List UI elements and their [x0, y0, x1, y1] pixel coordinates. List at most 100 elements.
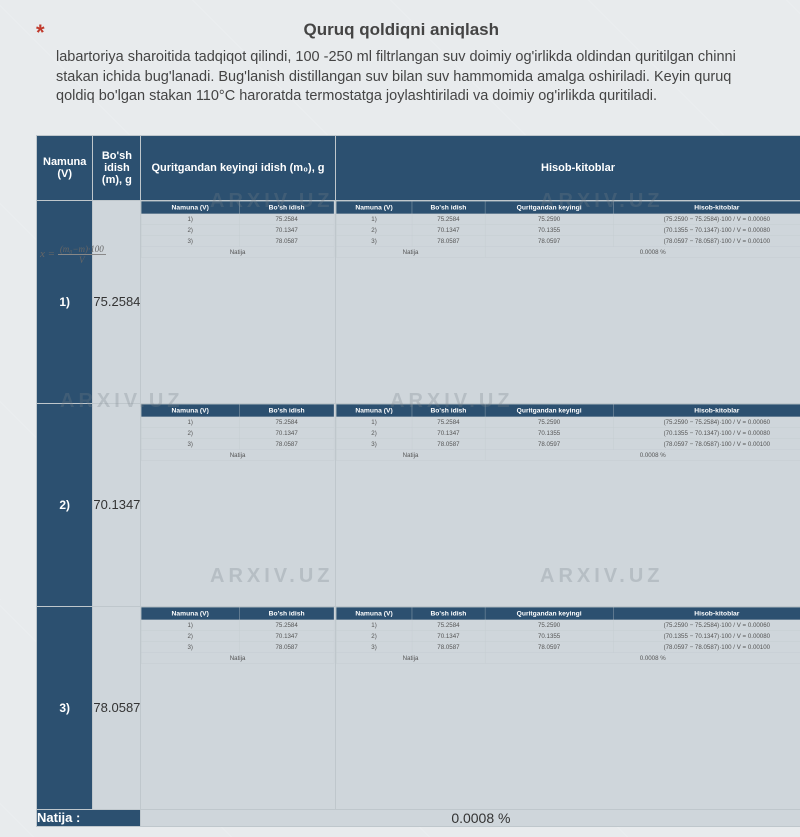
- mini-td: 78.0587: [412, 641, 485, 652]
- mini-th: Bo'sh idish: [240, 201, 335, 214]
- mini-td: Natija: [142, 246, 335, 257]
- formula: x = (m₀−m)·100 V: [40, 244, 106, 265]
- mini-th: Bo'sh idish: [412, 201, 485, 214]
- mini-th: Namuna (V): [336, 404, 412, 417]
- mini-td: Natija: [336, 449, 485, 460]
- table-row: 2) 70.1347 Namuna (V)Bo'sh idish 1)75.25…: [37, 403, 800, 606]
- result-label: Natija :: [37, 809, 141, 826]
- mini-td: 3): [142, 641, 240, 652]
- body-paragraph: labartoriya sharoitida tadqiqot qilindi,…: [56, 48, 764, 107]
- th-namuna: Namuna (V): [37, 135, 93, 200]
- mini-th: Quritgandan keyingi: [485, 201, 613, 214]
- mini-td: 1): [336, 416, 412, 427]
- mini-td: Natija: [142, 652, 335, 663]
- mini-td: (75.2590 − 75.2584)·100 / V = 0.00060: [613, 416, 800, 427]
- mini-td: 70.1347: [412, 427, 485, 438]
- mini-td: 75.2590: [485, 416, 613, 427]
- mini-td: 78.0587: [240, 641, 335, 652]
- mini-td: 75.2584: [240, 416, 335, 427]
- nested-cell: Namuna (V)Bo'sh idish 1)75.2584 2)70.134…: [141, 606, 335, 809]
- mini-td: 75.2584: [240, 213, 335, 224]
- mini-td: (70.1355 − 70.1347)·100 / V = 0.00080: [613, 224, 800, 235]
- mini-td: 2): [142, 630, 240, 641]
- mini-th: Namuna (V): [142, 404, 240, 417]
- mini-td: 75.2584: [412, 416, 485, 427]
- table-header-row: Namuna (V) Bo'sh idish (m), g Quritganda…: [37, 135, 800, 200]
- mini-th: Bo'sh idish: [240, 404, 335, 417]
- nested-cell: Namuna (V)Bo'sh idishQuritgandan keyingi…: [335, 606, 800, 809]
- mini-td: (75.2590 − 75.2584)·100 / V = 0.00060: [613, 619, 800, 630]
- table-row: 1) 75.2584 Namuna (V)Bo'sh idish 1)75.25…: [37, 200, 800, 403]
- mini-td: 3): [336, 641, 412, 652]
- mini-td: 1): [336, 619, 412, 630]
- nested-cell: Namuna (V)Bo'sh idishQuritgandan keyingi…: [335, 200, 800, 403]
- mini-td: 78.0597: [485, 235, 613, 246]
- mini-td: Natija: [336, 246, 485, 257]
- mini-th: Quritgandan keyingi: [485, 607, 613, 620]
- mini-td: 70.1347: [240, 224, 335, 235]
- mini-td: 3): [142, 235, 240, 246]
- mini-th: Bo'sh idish: [240, 607, 335, 620]
- mini-td: (70.1355 − 70.1347)·100 / V = 0.00080: [613, 630, 800, 641]
- mini-td: 70.1347: [240, 630, 335, 641]
- mini-td: (78.0597 − 78.0587)·100 / V = 0.00100: [613, 235, 800, 246]
- mini-td: 2): [336, 427, 412, 438]
- mini-td: 0.0008 %: [485, 449, 800, 460]
- mini-td: (78.0597 − 78.0587)·100 / V = 0.00100: [613, 641, 800, 652]
- th-qurit: Quritgandan keyingi idish (m₀), g: [141, 135, 335, 200]
- mini-td: 70.1355: [485, 630, 613, 641]
- nested-cell: Namuna (V)Bo'sh idish 1)75.2584 2)70.134…: [141, 200, 335, 403]
- mini-th: Quritgandan keyingi: [485, 404, 613, 417]
- row-value: 78.0587: [93, 606, 141, 809]
- mini-th: Hisob-kitoblar: [613, 607, 800, 620]
- mini-td: 2): [336, 224, 412, 235]
- nested-cell: Namuna (V)Bo'sh idish 1)75.2584 2)70.134…: [141, 403, 335, 606]
- mini-td: (78.0597 − 78.0587)·100 / V = 0.00100: [613, 438, 800, 449]
- mini-td: 75.2584: [412, 619, 485, 630]
- mini-th: Namuna (V): [336, 201, 412, 214]
- row-value: 75.2584: [93, 200, 141, 403]
- mini-td: 78.0587: [240, 235, 335, 246]
- mini-td: 3): [336, 438, 412, 449]
- mini-td: 75.2590: [485, 619, 613, 630]
- mini-td: (75.2590 − 75.2584)·100 / V = 0.00060: [613, 213, 800, 224]
- mini-td: 0.0008 %: [485, 246, 800, 257]
- row-index: 3): [37, 606, 93, 809]
- mini-th: Hisob-kitoblar: [613, 201, 800, 214]
- row-value: 70.1347: [93, 403, 141, 606]
- mini-td: (70.1355 − 70.1347)·100 / V = 0.00080: [613, 427, 800, 438]
- page-title: Quruq qoldiqni aniqlash: [39, 20, 764, 44]
- title-row: * Quruq qoldiqni aniqlash: [36, 20, 764, 44]
- mini-td: 70.1347: [412, 630, 485, 641]
- mini-td: 78.0587: [412, 235, 485, 246]
- row-index: 1): [37, 200, 93, 403]
- mini-td: 1): [142, 416, 240, 427]
- mini-td: 70.1355: [485, 224, 613, 235]
- result-value: 0.0008 %: [141, 809, 800, 826]
- mini-td: 75.2584: [412, 213, 485, 224]
- mini-td: 78.0587: [412, 438, 485, 449]
- main-table: Namuna (V) Bo'sh idish (m), g Quritganda…: [36, 135, 800, 827]
- formula-den: V: [58, 255, 106, 265]
- mini-th: Bo'sh idish: [412, 607, 485, 620]
- th-hisob: Hisob-kitoblar: [335, 135, 800, 200]
- formula-x: x =: [40, 248, 55, 260]
- mini-td: 78.0587: [240, 438, 335, 449]
- mini-td: 70.1347: [412, 224, 485, 235]
- mini-th: Namuna (V): [336, 607, 412, 620]
- mini-td: 78.0597: [485, 438, 613, 449]
- mini-td: Natija: [336, 652, 485, 663]
- th-bosh: Bo'sh idish (m), g: [93, 135, 141, 200]
- mini-th: Bo'sh idish: [412, 404, 485, 417]
- mini-td: 75.2590: [485, 213, 613, 224]
- mini-td: 70.1355: [485, 427, 613, 438]
- formula-num: (m₀−m)·100: [58, 244, 106, 255]
- mini-td: 78.0597: [485, 641, 613, 652]
- row-index: 2): [37, 403, 93, 606]
- nested-cell: Namuna (V)Bo'sh idishQuritgandan keyingi…: [335, 403, 800, 606]
- mini-td: 1): [142, 619, 240, 630]
- mini-td: 2): [142, 427, 240, 438]
- mini-th: Namuna (V): [142, 607, 240, 620]
- mini-td: 75.2584: [240, 619, 335, 630]
- mini-td: 2): [142, 224, 240, 235]
